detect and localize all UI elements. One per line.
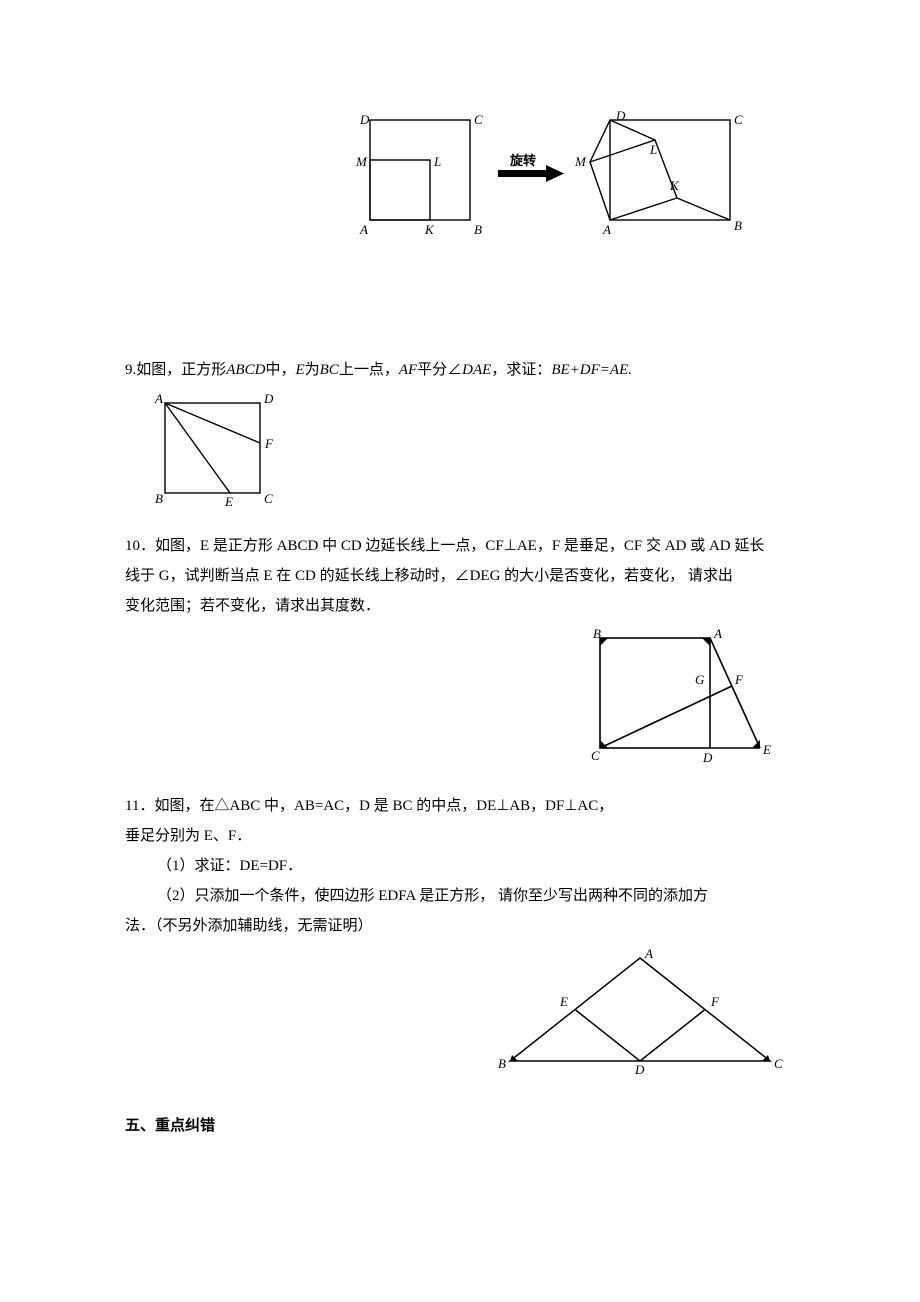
f11-A: A <box>644 946 653 961</box>
p9-DAE: DAE <box>462 362 491 378</box>
fig8r-L: L <box>649 142 657 157</box>
f9-E: E <box>224 494 233 508</box>
p9-m4: 平分∠ <box>417 362 462 378</box>
problem-11: 11．如图，在△ABC 中，AB=AC，D 是 BC 的中点，DE⊥AB，DF⊥… <box>125 794 795 1084</box>
problem-10: 10．如图，E 是正方形 ABCD 中 CD 边延长线上一点，CF⊥AE，F 是… <box>125 534 795 774</box>
fig8l-M: M <box>355 154 368 169</box>
f10-B: B <box>593 626 601 641</box>
fig8r-D: D <box>615 110 626 123</box>
p9-AF: AF <box>399 362 417 378</box>
f10-C: C <box>591 748 600 763</box>
rotate-label: 旋转 <box>509 153 536 168</box>
p9-BC: BC <box>320 362 339 378</box>
fig8l-D: D <box>359 112 370 127</box>
fig8r-K: K <box>669 178 680 193</box>
p9-concl: BE+DF=AE. <box>551 362 632 378</box>
fig8r-M: M <box>574 154 587 169</box>
fig8l-K: K <box>424 222 435 237</box>
p9-abcd: ABCD <box>226 362 265 378</box>
fig8l-L: L <box>433 154 441 169</box>
fig8r-B: B <box>734 218 742 233</box>
figure-rotation: D C M L A K B 旋转 <box>305 110 795 248</box>
p9-E: E <box>295 362 304 378</box>
f9-F: F <box>264 436 274 451</box>
f10-A: A <box>713 626 722 641</box>
f10-G: G <box>695 672 705 687</box>
fig8r-A: A <box>602 222 611 237</box>
f11-D: D <box>634 1062 645 1076</box>
p11-l1: 11．如图，在△ABC 中，AB=AC，D 是 BC 的中点，DE⊥AB，DF⊥… <box>125 794 795 818</box>
f9-C: C <box>264 491 273 506</box>
p9-prefix: 9.如图，正方形 <box>125 362 226 378</box>
fig8-svg: D C M L A K B 旋转 <box>350 110 750 240</box>
f9-B: B <box>155 491 163 506</box>
figure-11: A E F B D C <box>125 946 785 1084</box>
f10-E: E <box>762 742 771 757</box>
p11-s2a: （2）只添加一个条件，使四边形 EDFA 是正方形， 请你至少写出两种不同的添加… <box>157 884 795 908</box>
fig8l-B: B <box>474 222 482 237</box>
f11-F: F <box>710 994 720 1009</box>
problem-9-text: 9.如图，正方形ABCD中，E为BC上一点，AF平分∠DAE，求证：BE+DF=… <box>125 358 795 382</box>
p11-s2b: 法．（不另外添加辅助线，无需证明） <box>125 914 795 938</box>
f11-E: E <box>559 994 568 1009</box>
p10-l2: 线于 G，试判断当点 E 在 CD 的延长线上移动时，∠DEG 的大小是否变化，… <box>125 564 795 588</box>
p10-l3: 变化范围；若不变化，请求出其度数． <box>125 594 795 618</box>
f10-D: D <box>702 750 713 765</box>
f9-A: A <box>154 391 163 406</box>
fig8l-A: A <box>359 222 368 237</box>
f11-B: B <box>498 1056 506 1071</box>
figure-10: B A G F C D E <box>125 626 775 774</box>
fig8r-C: C <box>734 112 743 127</box>
p9-m5: ，求证： <box>491 362 551 378</box>
figure-9: A D F B E C <box>145 388 795 516</box>
p9-m3: 上一点， <box>339 362 399 378</box>
p11-s1: （1）求证：DE=DF． <box>157 854 795 878</box>
problem-9: 9.如图，正方形ABCD中，E为BC上一点，AF平分∠DAE，求证：BE+DF=… <box>125 358 795 516</box>
p9-m1: 中， <box>265 362 295 378</box>
p10-l1: 10．如图，E 是正方形 ABCD 中 CD 边延长线上一点，CF⊥AE，F 是… <box>125 534 795 558</box>
f9-D: D <box>263 391 274 406</box>
section-5-title: 五、重点纠错 <box>125 1114 795 1138</box>
p11-l2: 垂足分别为 E、F． <box>125 824 795 848</box>
fig8l-C: C <box>474 112 483 127</box>
f11-C: C <box>774 1056 783 1071</box>
p9-m2: 为 <box>305 362 320 378</box>
f10-F: F <box>734 672 744 687</box>
